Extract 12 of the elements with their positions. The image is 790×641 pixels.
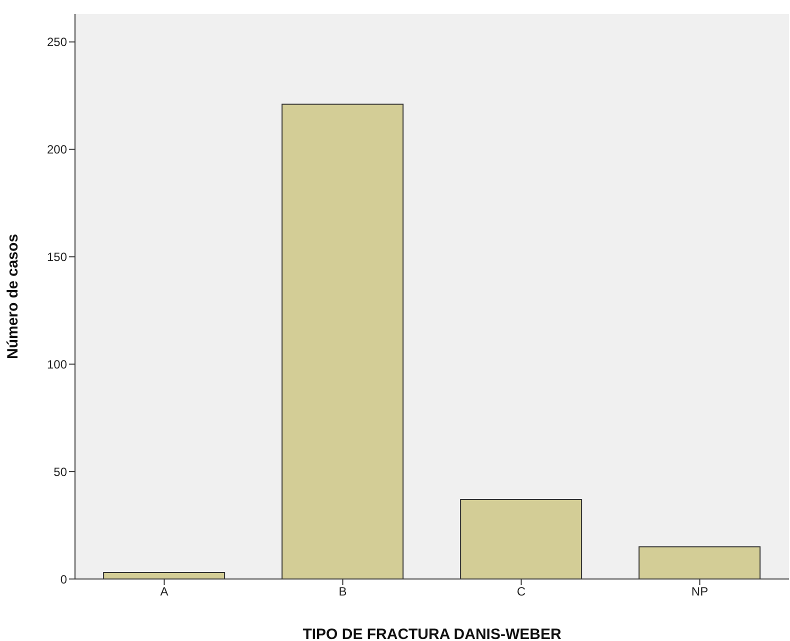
x-tick-label: C — [516, 584, 526, 599]
y-tick-label: 50 — [54, 464, 68, 479]
y-tick-label: 250 — [46, 35, 68, 50]
y-tick-label: 150 — [46, 250, 68, 264]
x-tick-label: NP — [691, 584, 708, 599]
x-tick-label: A — [160, 584, 168, 599]
y-tick-label: 100 — [46, 357, 68, 372]
x-axis-title: TIPO DE FRACTURA DANIS-WEBER — [302, 626, 562, 641]
y-tick-label: 0 — [60, 572, 68, 586]
y-tick-label: 200 — [46, 142, 68, 157]
y-axis-title: Número de casos — [4, 234, 22, 360]
x-tick-label: B — [338, 584, 347, 599]
